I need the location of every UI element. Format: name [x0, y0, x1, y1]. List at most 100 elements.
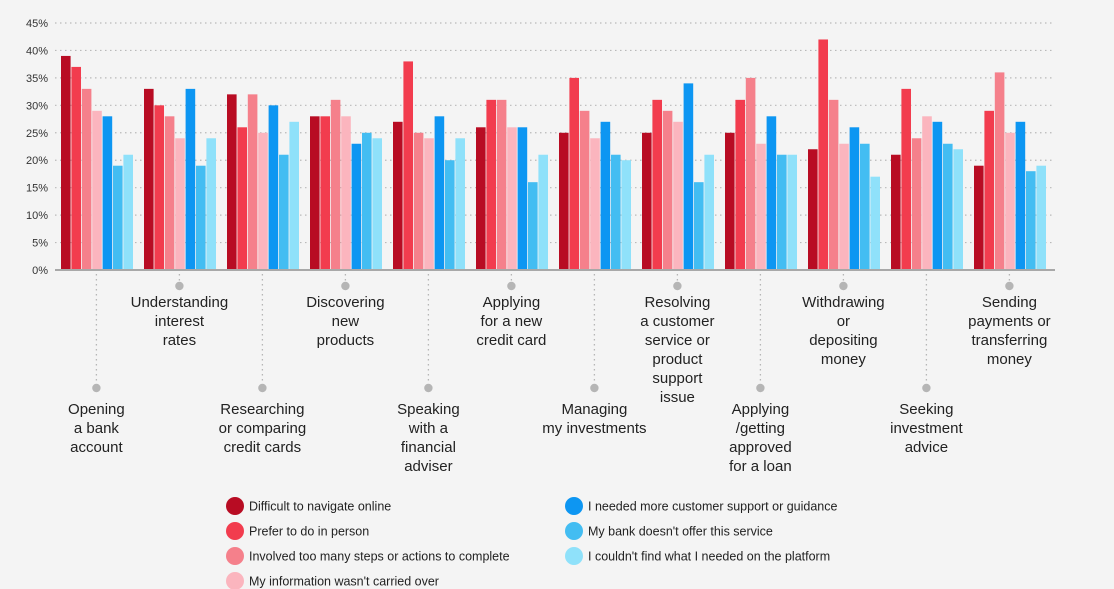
callout-dot — [92, 383, 101, 393]
category-label: Discovering — [306, 294, 384, 311]
bar — [123, 154, 133, 270]
callout-dot — [922, 383, 931, 393]
bar — [476, 127, 486, 271]
bar — [144, 88, 154, 270]
bar — [486, 99, 496, 270]
bar — [590, 138, 600, 270]
bar — [310, 116, 320, 270]
bar — [71, 66, 81, 271]
bars — [61, 39, 1046, 271]
bar — [330, 99, 341, 270]
legend-swatch — [226, 572, 244, 589]
bar — [984, 110, 994, 270]
bar — [735, 99, 745, 270]
callout-dot — [424, 383, 433, 393]
bar — [185, 88, 196, 270]
category-label: /getting — [736, 420, 785, 437]
category-label: financial — [401, 439, 456, 456]
category-label: or — [837, 313, 850, 330]
category-label: a customer — [640, 313, 714, 330]
legend-swatch — [565, 547, 583, 565]
legend-item: My information wasn't carried over — [226, 572, 439, 589]
y-tick-label: 40% — [26, 45, 48, 57]
category-label: or comparing — [219, 420, 307, 437]
bar — [943, 143, 953, 270]
category-label: money — [987, 351, 1033, 368]
legend-label: My bank doesn't offer this service — [588, 525, 773, 539]
bar — [787, 154, 797, 270]
bar — [901, 88, 911, 270]
category-label: Researching — [220, 401, 304, 418]
bar — [455, 138, 465, 270]
legend-label: Difficult to navigate online — [249, 500, 391, 514]
category-label: credit cards — [224, 439, 302, 456]
bar — [756, 143, 766, 270]
y-tick-label: 25% — [26, 128, 48, 140]
bar — [974, 165, 984, 270]
y-tick-label: 35% — [26, 73, 48, 85]
bar — [611, 154, 621, 270]
bar — [113, 165, 123, 270]
y-tick-label: 20% — [26, 155, 48, 167]
bar — [362, 132, 372, 270]
bar — [434, 116, 445, 270]
bar — [777, 154, 787, 270]
legend-label: Involved too many steps or actions to co… — [249, 550, 510, 564]
category-label: Managing — [561, 401, 627, 418]
legend-label: My information wasn't carried over — [249, 575, 439, 589]
y-tick-label: 45% — [26, 18, 48, 30]
legend-label: I needed more customer support or guidan… — [588, 500, 837, 514]
legend-label: Prefer to do in person — [249, 525, 369, 539]
bar — [196, 165, 206, 270]
bar — [81, 88, 92, 270]
bar — [393, 121, 403, 270]
category-label: payments or — [968, 313, 1051, 330]
bar — [289, 121, 299, 270]
bar — [61, 55, 71, 270]
legend-swatch — [565, 522, 583, 540]
bar — [662, 110, 673, 270]
y-tick-label: 15% — [26, 183, 48, 195]
callout-dot — [507, 281, 516, 291]
callout-dot — [756, 383, 765, 393]
callout-dot — [673, 281, 682, 291]
category-label: depositing — [809, 332, 877, 349]
category-label: account — [70, 439, 123, 456]
bar — [839, 143, 849, 270]
bar — [745, 77, 756, 270]
bar — [517, 127, 528, 271]
category-label: rates — [163, 332, 196, 349]
bar — [725, 132, 735, 270]
bar — [507, 127, 517, 271]
category-label: interest — [155, 313, 205, 330]
bar — [849, 127, 860, 271]
category-label: for a new — [481, 313, 543, 330]
bar — [102, 116, 113, 270]
bar — [1005, 132, 1015, 270]
y-tick-label: 30% — [26, 100, 48, 112]
legend-swatch — [565, 497, 583, 515]
bar — [569, 77, 579, 270]
bar — [932, 121, 943, 270]
category-label: Speaking — [397, 401, 460, 418]
bar — [154, 105, 164, 270]
y-axis-ticks: 0% 5% 10% 15% 20% 25% 30% 35% 40% 45% — [26, 18, 48, 277]
callout-dot — [1005, 281, 1014, 291]
bar — [175, 138, 185, 270]
bar — [341, 116, 351, 270]
bar — [279, 154, 289, 270]
category-labels: Opening a bank account Understanding interes… — [68, 294, 1051, 475]
bar — [828, 99, 839, 270]
bar — [621, 160, 631, 270]
callout-dot — [839, 281, 848, 291]
category-label: Applying — [732, 401, 790, 418]
gridlines — [55, 22, 1055, 244]
category-callouts — [92, 274, 1014, 393]
category-label: with a — [408, 420, 449, 437]
callout-dot — [175, 281, 184, 291]
bar — [911, 138, 922, 270]
bar — [237, 127, 247, 271]
bar — [403, 61, 413, 270]
category-label: products — [317, 332, 375, 349]
